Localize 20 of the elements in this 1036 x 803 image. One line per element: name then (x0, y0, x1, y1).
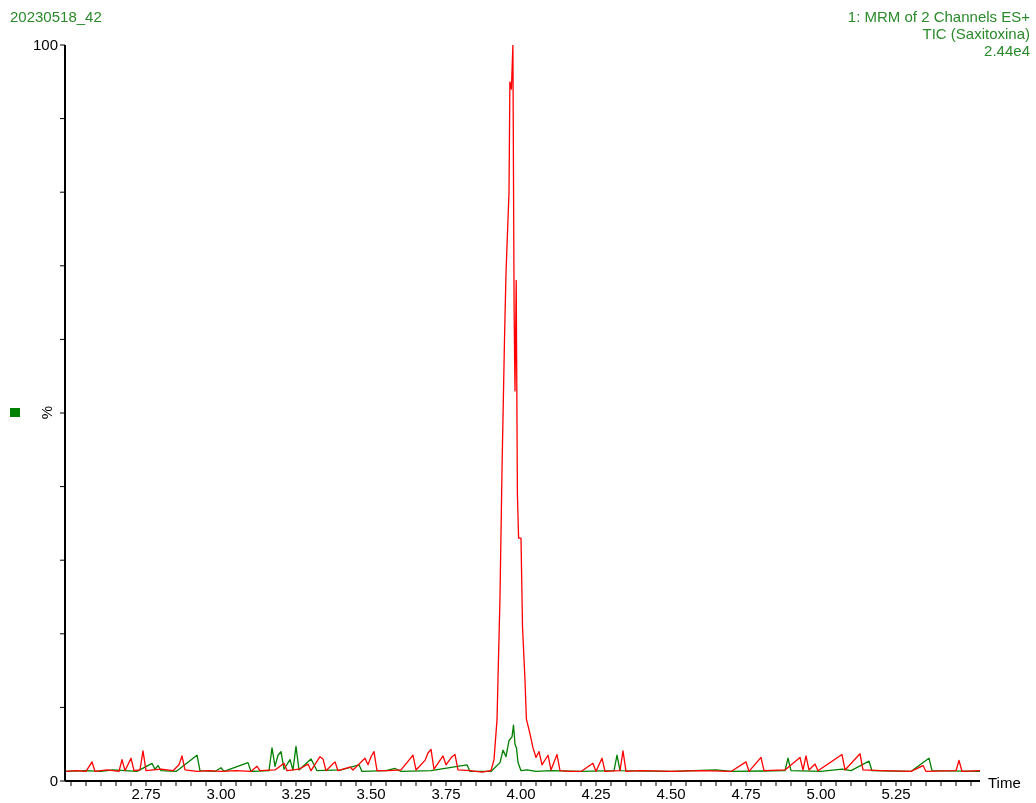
y-tick-label: 0 (49, 772, 58, 790)
x-axis-title: Time (988, 774, 1021, 791)
text: TIC (Saxitoxina) (921, 25, 1030, 42)
chart-title: 20230518_42 (10, 8, 102, 25)
line-series (65, 45, 980, 773)
x-tick-label: 3.00 (206, 784, 236, 802)
x-tick-label: 4.00 (506, 784, 536, 802)
text: 1: MRM of 2 Channels ES+ (847, 8, 1030, 25)
x-tick-label: 3.25 (281, 784, 311, 802)
x-tick-label: 4.75 (731, 784, 761, 802)
y-tick-label: 100 (32, 36, 58, 54)
x-tick-label: 2.75 (131, 784, 161, 802)
x-tick-label: 4.50 (656, 784, 686, 802)
x-tick-label: 5.00 (806, 784, 836, 802)
y-axis-title: % (38, 405, 56, 420)
x-tick-label: 5.25 (881, 784, 911, 802)
x-tick-label: 3.50 (356, 784, 386, 802)
text: 2.44e4 (983, 42, 1030, 59)
x-tick-label: 4.25 (581, 784, 611, 802)
x-tick-label: 3.75 (431, 784, 461, 802)
